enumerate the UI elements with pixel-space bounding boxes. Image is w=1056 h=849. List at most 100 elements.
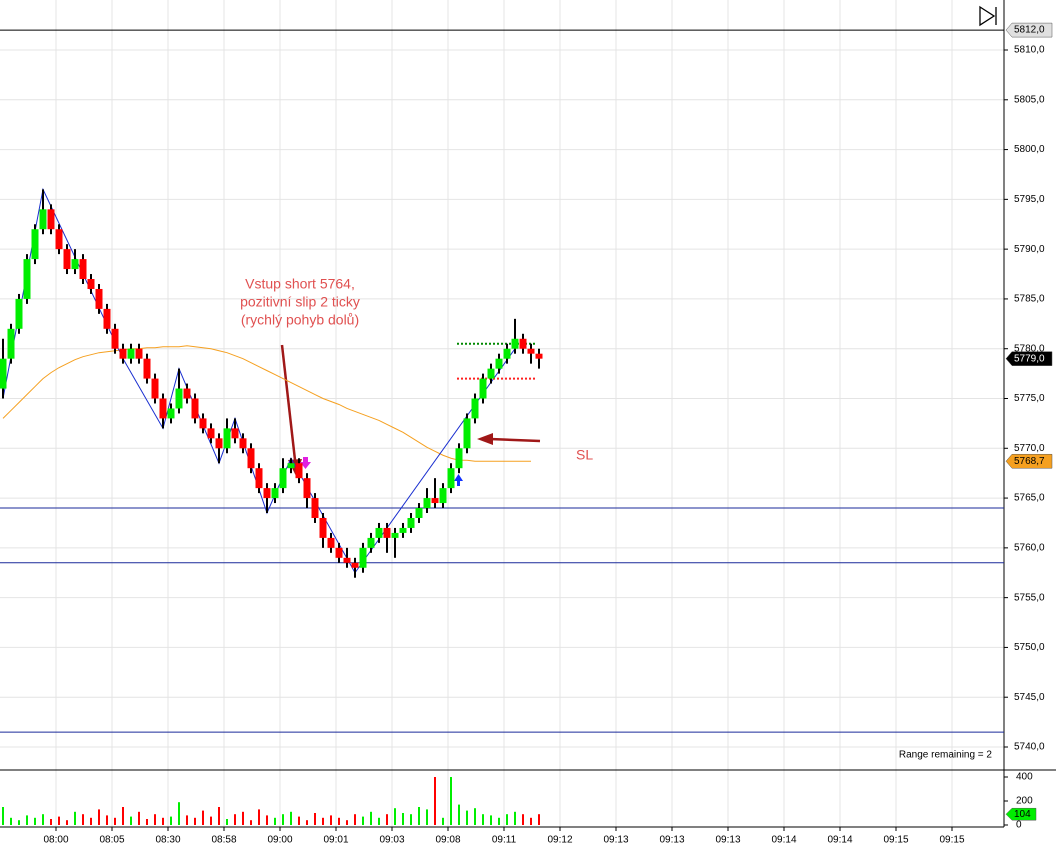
range-remaining: Range remaining = 2 [899,750,993,761]
volume-bar [290,811,292,825]
y-tick-label: 5745,0 [1014,692,1045,703]
candle-body [111,328,119,349]
volume-bar [338,817,340,825]
y-tick-label: 5785,0 [1014,294,1045,305]
x-tick-label: 09:14 [827,835,852,846]
candle-body [431,498,439,504]
candle-body [247,448,255,469]
candle-body [367,537,375,548]
y-tick-label: 5755,0 [1014,592,1045,603]
candle-body [207,428,215,439]
candle-body [167,408,175,419]
volume-bar [218,807,220,825]
candle-body [511,338,519,349]
volume-bar [426,809,428,825]
x-tick-label: 09:12 [547,835,572,846]
candle-body [15,298,23,329]
candle-body [199,418,207,429]
scroll-end-button[interactable] [979,5,997,27]
volume-bar [194,817,196,825]
volume-bar [522,814,524,825]
volume-bar [242,811,244,825]
exit-marker [454,474,463,486]
x-tick-label: 09:03 [379,835,404,846]
volume-bar [538,814,540,825]
volume-marker-label: 104 [1014,809,1031,820]
volume-tick-label: 200 [1016,796,1033,807]
volume-bar [458,804,460,825]
candle-body [79,259,87,280]
candle-body [439,488,447,504]
volume-bar [234,814,236,825]
volume-bar [106,815,108,825]
candle-body [231,428,239,439]
volume-bar [482,814,484,825]
x-tick-label: 09:13 [715,835,740,846]
volume-bar [402,813,404,825]
candle-body [391,532,399,538]
candle-body [311,498,319,518]
volume-bar [514,811,516,825]
volume-bar [346,820,348,825]
candle-body [455,448,463,469]
entry-marker [300,457,311,469]
candle-body [103,308,111,329]
x-tick-label: 08:05 [99,835,124,846]
candle-body [135,348,143,359]
candle-body [31,229,39,260]
price-marker-label: 5768,7 [1014,456,1045,467]
y-tick-label: 5805,0 [1014,94,1045,105]
volume-bar [354,814,356,825]
candle-body [479,378,487,399]
volume-bar [490,815,492,825]
volume-bar [162,817,164,825]
candle-body [383,527,391,538]
candle-body [463,418,471,449]
candle-body [399,527,407,533]
volume-bar [498,817,500,825]
volume-bar [34,817,36,825]
volume-bar [122,807,124,825]
volume-bar [90,817,92,825]
candle-body [127,348,135,359]
x-tick-label: 09:11 [492,835,517,846]
volume-bar [466,810,468,825]
volume-tick-label: 400 [1016,772,1033,783]
candle-body [519,338,527,349]
candle-body [71,259,79,270]
x-tick-label: 09:15 [883,835,908,846]
y-tick-label: 5750,0 [1014,642,1045,653]
y-tick-label: 5760,0 [1014,542,1045,553]
candle-body [535,353,543,359]
volume-marker [1005,807,1037,821]
y-tick-label: 5810,0 [1014,45,1045,56]
y-tick-label: 5765,0 [1014,493,1045,504]
volume-bar [210,816,212,825]
volume-bar [418,807,420,825]
y-tick-label: 5780,0 [1014,343,1045,354]
annotation-line: (rychlý pohyb dolů) [241,312,359,328]
candle-body [175,388,183,409]
x-tick-label: 08:58 [211,835,236,846]
candle-body [63,249,71,270]
volume-bar [330,815,332,825]
volume-bar [442,817,444,825]
volume-bar [50,819,52,825]
volume-bar [410,814,412,825]
candle-body [39,209,47,230]
volume-bar [170,816,172,825]
y-tick-label: 5770,0 [1014,443,1045,454]
candle-body [23,259,31,299]
volume-bar [202,810,204,825]
candle-body [239,438,247,449]
volume-bar [154,814,156,825]
candle-body [119,348,127,359]
candle-body [527,348,535,354]
volume-bar [98,809,100,825]
volume-bar [394,808,396,825]
volume-bar [26,815,28,825]
price-marker [1005,351,1053,366]
x-tick-label: 09:08 [435,835,460,846]
candle-body [55,229,63,250]
